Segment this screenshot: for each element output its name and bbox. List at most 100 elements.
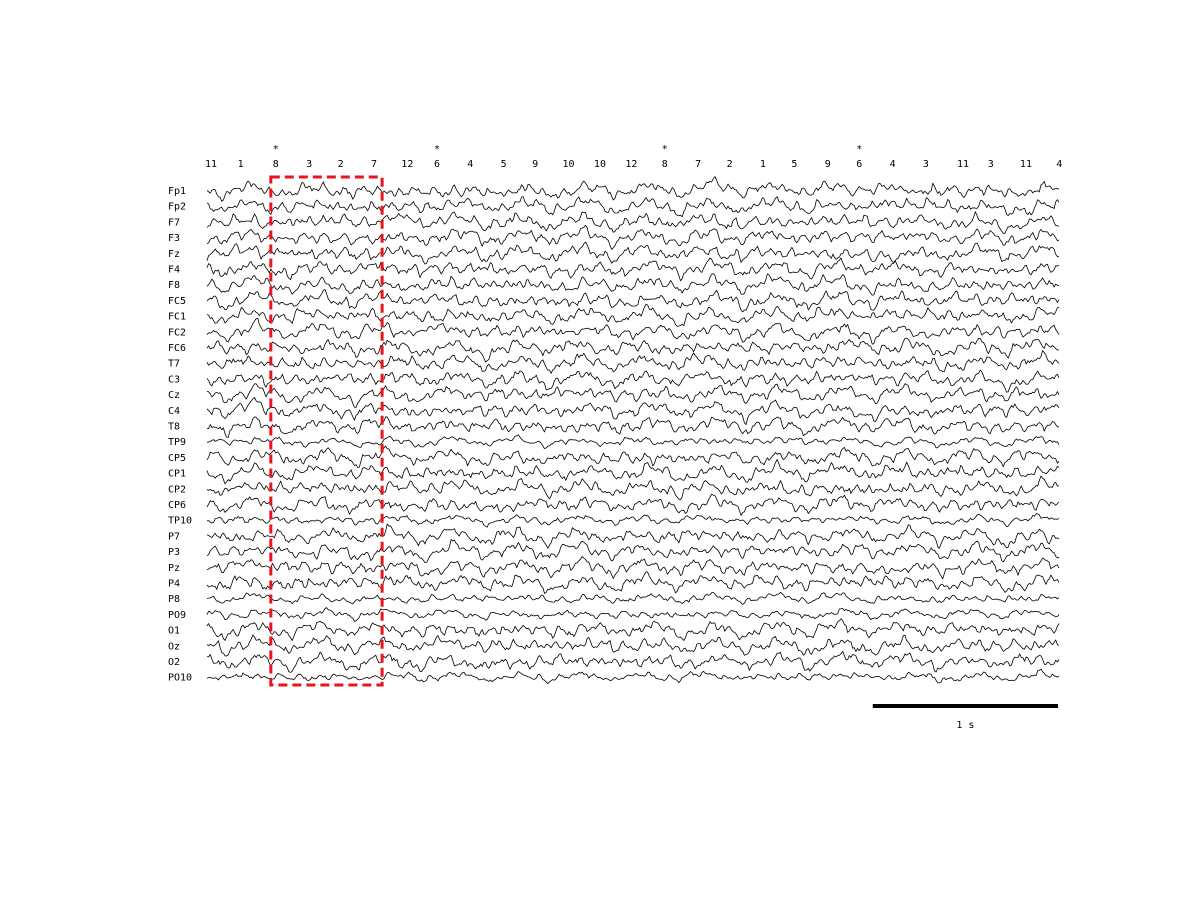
stimulus-label: 9 (532, 159, 538, 170)
eeg-trace (206, 539, 1060, 563)
channel-label: Fp2 (168, 202, 186, 213)
channel-label: T8 (168, 422, 180, 433)
channel-label: TP10 (168, 516, 192, 527)
channel-label: CP2 (168, 484, 186, 495)
eeg-trace (206, 618, 1060, 641)
channel-label: Cz (168, 390, 180, 401)
channel-label: O1 (168, 626, 180, 637)
channel-label: FC5 (168, 296, 186, 307)
channel-label: FC2 (168, 327, 186, 338)
stimulus-label: 12 (401, 159, 413, 170)
channel-label: F4 (168, 265, 180, 276)
target-marker: * (434, 144, 440, 155)
stimulus-label: 3 (306, 159, 312, 170)
eeg-trace (206, 397, 1060, 425)
channel-label: O2 (168, 657, 180, 668)
channel-label: CP5 (168, 453, 186, 464)
stimulus-sequence: 11 1 8*3 2 7 12 6*4 5 9 10 10 12 8*7 2 1 5 9 6*4 3 11 3 11 4 (205, 144, 1062, 170)
stimulus-label: 4 (1056, 159, 1062, 170)
eeg-trace (206, 318, 1060, 345)
channel-label: CP6 (168, 500, 186, 511)
eeg-trace (206, 196, 1060, 218)
channel-label: F7 (168, 217, 180, 228)
channel-label: P3 (168, 547, 180, 558)
channel-label: C3 (168, 374, 180, 385)
eeg-trace (206, 241, 1060, 265)
stimulus-label: 2 (727, 159, 733, 170)
stimulus-label: 11 (205, 159, 217, 170)
channel-label: P8 (168, 594, 180, 605)
eeg-trace (206, 591, 1060, 605)
stimulus-label: 8 (273, 159, 279, 170)
target-marker: * (273, 144, 279, 155)
stimulus-label: 3 (988, 159, 994, 170)
stimulus-label: 2 (338, 159, 344, 170)
eeg-trace (206, 459, 1060, 485)
eeg-trace (206, 650, 1060, 673)
stimulus-label: 8 (662, 159, 668, 170)
highlight-window (269, 175, 384, 687)
channel-label: C4 (168, 406, 180, 417)
eeg-traces (206, 176, 1060, 684)
eeg-trace (206, 176, 1060, 202)
channel-label: F8 (168, 280, 180, 291)
stimulus-label: 5 (501, 159, 507, 170)
eeg-trace (206, 303, 1060, 327)
channel-labels: Fp1 Fp2 F7 F3 Fz F4 F8 FC5 FC1 FC2 FC6 T7 C3 Cz C4 T8 TP… (168, 186, 192, 684)
eeg-trace (206, 607, 1060, 622)
target-marker: * (856, 144, 862, 155)
channel-label: FC6 (168, 343, 186, 354)
eeg-trace (206, 668, 1060, 684)
channel-label: F3 (168, 233, 180, 244)
eeg-trace (206, 493, 1060, 516)
channel-label: PO10 (168, 673, 192, 684)
channel-label: P4 (168, 579, 180, 590)
channel-label: CP1 (168, 469, 186, 480)
time-scale-label: 1 s (956, 720, 974, 731)
stimulus-label: 3 (923, 159, 929, 170)
stimulus-label: 7 (371, 159, 377, 170)
eeg-trace (206, 571, 1060, 594)
channel-label: TP9 (168, 437, 186, 448)
stimulus-label: 1 (238, 159, 244, 170)
channel-label: T7 (168, 359, 180, 370)
stimulus-label: 1 (760, 159, 766, 170)
stimulus-label: 4 (890, 159, 896, 170)
channel-label: Oz (168, 641, 180, 652)
stimulus-label: 4 (467, 159, 473, 170)
eeg-trace (206, 273, 1060, 296)
eeg-trace (206, 416, 1060, 438)
stimulus-label: 7 (695, 159, 701, 170)
stimulus-label: 9 (825, 159, 831, 170)
eeg-trace (206, 556, 1060, 580)
channel-label: FC1 (168, 312, 186, 323)
eeg-trace (206, 289, 1060, 313)
channel-label: Fp1 (168, 186, 186, 197)
eeg-trace (206, 211, 1060, 234)
channel-label: Fz (168, 249, 180, 260)
stimulus-label: 10 (594, 159, 606, 170)
eeg-trace (206, 523, 1060, 549)
eeg-trace (206, 225, 1060, 250)
eeg-trace (206, 434, 1060, 449)
stimulus-label: 11 (1020, 159, 1032, 170)
stimulus-label: 6 (856, 159, 862, 170)
eeg-trace (206, 257, 1060, 282)
stimulus-label: 10 (562, 159, 574, 170)
stimulus-label: 11 (957, 159, 969, 170)
eeg-trace (206, 350, 1060, 374)
eeg-trace (206, 445, 1060, 468)
eeg-trace (206, 475, 1060, 501)
stimulus-label: 12 (625, 159, 637, 170)
eeg-trace (206, 369, 1060, 393)
stimulus-label: 5 (791, 159, 797, 170)
channel-label: PO9 (168, 610, 186, 621)
stimulus-label: 6 (434, 159, 440, 170)
eeg-trace (206, 513, 1060, 528)
eeg-trace (206, 383, 1060, 408)
eeg-trace (206, 337, 1059, 363)
target-marker: * (662, 144, 668, 155)
channel-label: P7 (168, 531, 180, 542)
channel-label: Pz (168, 563, 180, 574)
